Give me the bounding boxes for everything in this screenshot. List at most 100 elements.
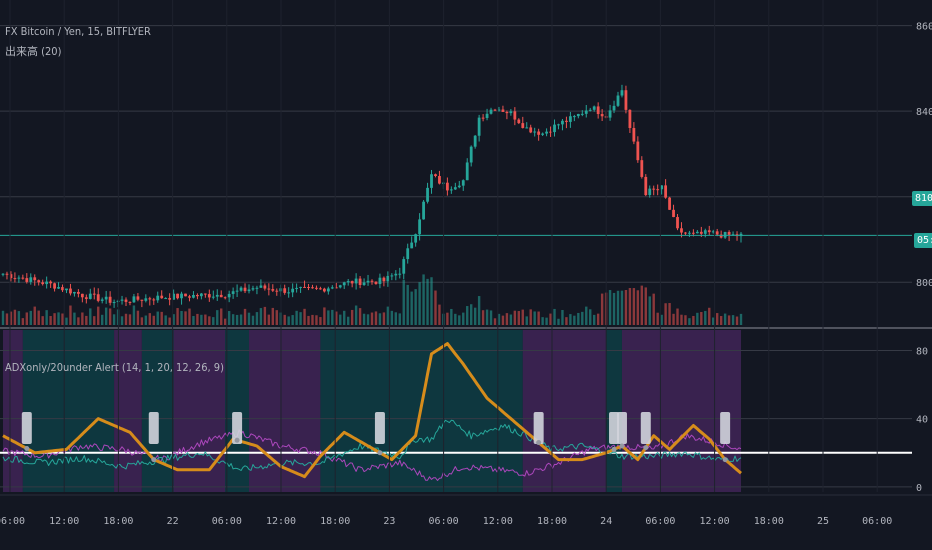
- candle-body: [664, 185, 668, 198]
- alert-marker-dot: [536, 440, 542, 446]
- indicator-axis-label: 80: [916, 346, 928, 357]
- symbol-label: FX Bitcoin / Yen, 15, BITFLYER: [5, 25, 151, 38]
- volume-bar: [164, 315, 167, 325]
- candle-body: [688, 232, 691, 234]
- indicator-shaded-region: [173, 330, 226, 492]
- candle-body: [136, 296, 140, 300]
- candle-body: [108, 296, 112, 303]
- candle-body: [207, 294, 211, 298]
- candle-body: [672, 209, 675, 218]
- time-axis-label: 18:00: [320, 516, 350, 527]
- indicator-axis-label: 40: [916, 415, 928, 426]
- volume-bar: [235, 314, 239, 325]
- volume-bar: [612, 292, 616, 325]
- candle-body: [501, 109, 505, 112]
- volume-bar: [188, 308, 191, 325]
- candle-body: [291, 288, 295, 293]
- volume-bar: [458, 315, 461, 325]
- candle-body: [152, 299, 156, 301]
- volume-bar: [212, 317, 215, 325]
- volume-bar: [1, 310, 5, 325]
- candle-body: [445, 182, 449, 191]
- volume-bar: [688, 318, 691, 325]
- volume-bar: [13, 309, 17, 325]
- candle-body: [33, 277, 37, 281]
- volume-bar: [104, 307, 108, 325]
- volume-bar: [112, 314, 116, 325]
- alert-marker-dot: [722, 457, 728, 463]
- candle-body: [319, 288, 322, 290]
- candle-body: [215, 294, 219, 297]
- candle-body: [620, 90, 624, 96]
- volume-bar: [648, 296, 651, 325]
- candle-body: [565, 120, 568, 122]
- volume-bar: [73, 312, 76, 325]
- candle-body: [350, 281, 354, 284]
- volume-bar: [93, 316, 96, 325]
- volume-bar: [323, 307, 326, 325]
- volume-bar: [719, 316, 723, 325]
- candle-body: [251, 288, 255, 290]
- candle-body: [517, 119, 521, 124]
- candle-body: [100, 299, 104, 301]
- volume-bar: [565, 317, 568, 325]
- candle-body: [263, 285, 267, 289]
- candle-body: [303, 286, 306, 288]
- candle-body: [188, 296, 191, 298]
- volume-bar: [208, 316, 211, 325]
- candle-body: [283, 288, 287, 293]
- candle-body: [227, 293, 231, 298]
- candle-body: [414, 234, 418, 243]
- volume-bar: [636, 290, 640, 325]
- time-axis-label: 06:00: [212, 516, 242, 527]
- volume-bar: [231, 314, 235, 325]
- volume-bar: [406, 284, 409, 325]
- alert-marker-dot: [234, 437, 240, 443]
- di-minus-line: [2, 429, 742, 481]
- candle-body: [156, 295, 160, 301]
- volume-bar: [339, 314, 342, 325]
- time-axis-label: 12:00: [700, 516, 730, 527]
- candle-body: [342, 282, 346, 286]
- candle-body: [430, 174, 433, 188]
- candle-body: [164, 298, 168, 300]
- volume-bar: [128, 314, 132, 325]
- volume-bar: [414, 289, 417, 325]
- candle-body: [406, 248, 410, 260]
- candle-body: [465, 162, 469, 181]
- volume-bar: [398, 313, 401, 325]
- candle-body: [680, 228, 683, 233]
- volume-bar: [374, 311, 378, 325]
- candle-body: [45, 281, 49, 285]
- volume-bar: [140, 317, 144, 325]
- volume-bar: [640, 285, 644, 325]
- volume-bar: [525, 316, 528, 325]
- candle-body: [719, 234, 723, 238]
- volume-bar: [97, 306, 100, 325]
- time-axis-label: 12:00: [266, 516, 296, 527]
- candle-body: [243, 287, 247, 292]
- candle-body: [521, 123, 525, 128]
- volume-bar: [275, 310, 278, 325]
- volume-bar: [533, 311, 536, 325]
- candle-body: [703, 230, 707, 234]
- candle-body: [676, 217, 679, 229]
- volume-bar: [120, 316, 124, 325]
- candle-body: [5, 273, 9, 275]
- volume-bar: [418, 282, 421, 325]
- time-axis-label: 18:00: [103, 516, 133, 527]
- volume-bar: [481, 310, 485, 325]
- volume-bar: [192, 316, 195, 325]
- volume-bar: [632, 288, 636, 325]
- volume-bar: [497, 313, 501, 325]
- candle-body: [65, 288, 68, 291]
- time-axis-label: 12:00: [483, 516, 513, 527]
- candle-body: [612, 105, 616, 111]
- candle-body: [382, 277, 386, 282]
- alert-marker: [609, 412, 620, 444]
- candle-body: [402, 259, 406, 274]
- volume-bar: [390, 310, 394, 325]
- candle-body: [644, 176, 648, 196]
- alert-marker-dot: [611, 446, 617, 452]
